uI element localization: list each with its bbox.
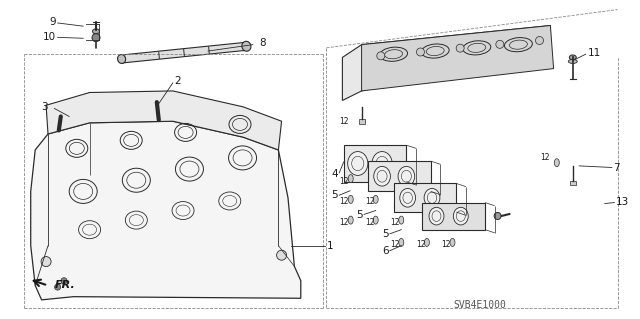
Ellipse shape — [348, 195, 353, 204]
Text: 12: 12 — [339, 117, 349, 126]
Circle shape — [54, 284, 61, 290]
Ellipse shape — [554, 159, 559, 167]
Ellipse shape — [93, 29, 99, 34]
Circle shape — [536, 36, 543, 45]
Ellipse shape — [429, 207, 444, 225]
Ellipse shape — [453, 207, 468, 225]
Text: 10: 10 — [43, 32, 56, 42]
Ellipse shape — [374, 167, 390, 186]
Text: 12: 12 — [442, 240, 451, 249]
Text: 6: 6 — [382, 246, 388, 256]
Ellipse shape — [400, 189, 415, 207]
Ellipse shape — [399, 216, 404, 224]
Text: 9: 9 — [50, 17, 56, 27]
Circle shape — [496, 40, 504, 48]
Text: 12: 12 — [339, 177, 349, 186]
Text: 12: 12 — [540, 153, 550, 162]
Ellipse shape — [450, 238, 455, 247]
Text: 12: 12 — [416, 240, 426, 249]
Ellipse shape — [118, 55, 125, 63]
Text: 12: 12 — [365, 197, 374, 206]
FancyBboxPatch shape — [368, 161, 431, 191]
Text: 5: 5 — [332, 190, 338, 200]
Text: 2: 2 — [174, 76, 180, 86]
Ellipse shape — [372, 152, 392, 175]
Bar — [358, 119, 365, 124]
Text: 7: 7 — [613, 163, 620, 174]
Text: 12: 12 — [339, 197, 349, 206]
Ellipse shape — [568, 59, 577, 63]
Ellipse shape — [348, 174, 353, 183]
Ellipse shape — [348, 216, 353, 224]
Text: FR.: FR. — [54, 280, 75, 290]
FancyBboxPatch shape — [394, 183, 456, 212]
Text: 8: 8 — [259, 38, 266, 48]
Polygon shape — [46, 91, 282, 150]
Ellipse shape — [242, 41, 251, 51]
FancyBboxPatch shape — [422, 203, 485, 230]
Circle shape — [41, 256, 51, 267]
Text: SVB4E1000: SVB4E1000 — [454, 300, 506, 310]
Bar — [570, 181, 576, 185]
Polygon shape — [31, 121, 301, 300]
Text: 5: 5 — [382, 229, 388, 240]
Text: 11: 11 — [588, 48, 601, 58]
Polygon shape — [342, 26, 550, 100]
Circle shape — [456, 44, 464, 52]
Text: 5: 5 — [356, 210, 363, 220]
Ellipse shape — [570, 55, 576, 60]
Text: 1: 1 — [326, 241, 333, 251]
Text: 4: 4 — [332, 169, 338, 179]
Text: 13: 13 — [616, 197, 629, 207]
Circle shape — [92, 33, 100, 42]
Text: 12: 12 — [390, 218, 400, 227]
Ellipse shape — [494, 212, 501, 219]
Ellipse shape — [373, 216, 378, 224]
Text: 12: 12 — [390, 240, 400, 249]
Text: 12: 12 — [365, 218, 374, 227]
Circle shape — [377, 52, 385, 60]
Ellipse shape — [348, 152, 368, 175]
Ellipse shape — [399, 238, 404, 247]
Polygon shape — [121, 42, 247, 63]
Ellipse shape — [424, 238, 429, 247]
Circle shape — [276, 250, 287, 260]
Text: 12: 12 — [339, 218, 349, 227]
FancyBboxPatch shape — [344, 145, 406, 182]
Text: 3: 3 — [42, 102, 48, 112]
Polygon shape — [362, 26, 554, 91]
Circle shape — [61, 278, 67, 284]
Circle shape — [417, 48, 424, 56]
Ellipse shape — [398, 167, 415, 186]
Ellipse shape — [373, 195, 378, 204]
Ellipse shape — [424, 189, 440, 207]
